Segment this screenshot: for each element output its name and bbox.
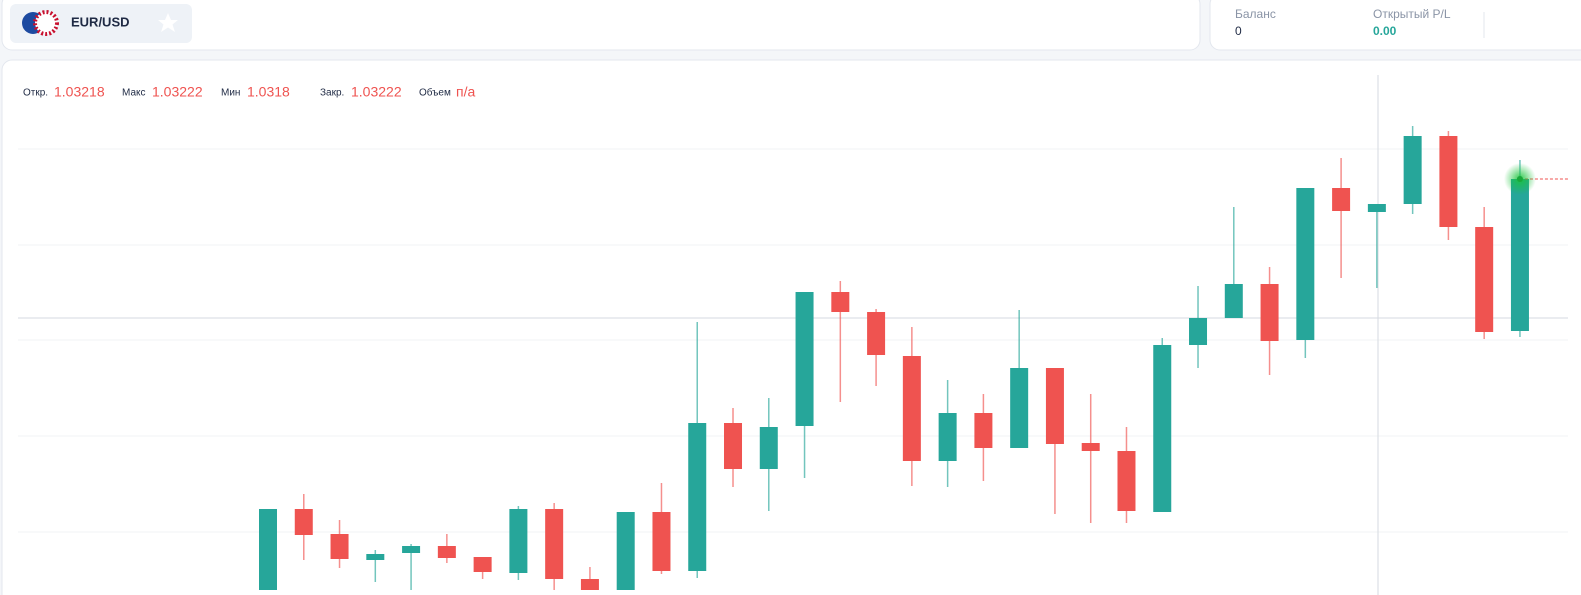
candle-body — [580, 579, 599, 590]
candle-body — [759, 427, 778, 469]
candle-body — [1475, 227, 1494, 332]
favorite-star[interactable] — [158, 13, 178, 32]
candle-body — [1510, 179, 1529, 331]
candle-body — [1260, 284, 1279, 341]
symbol: EUR/USD — [71, 14, 130, 29]
candle-body — [1224, 284, 1243, 318]
candle-body — [402, 546, 421, 553]
legend-value: 1.0318 — [247, 84, 290, 100]
candle-body — [1367, 204, 1386, 212]
legend-value: п/а — [456, 84, 475, 100]
candle-body — [724, 423, 743, 469]
legend-value: 1.03222 — [152, 84, 203, 100]
candle-body — [974, 413, 993, 448]
candle-body — [1439, 136, 1458, 227]
balance-label: Баланс — [1235, 7, 1276, 21]
candle-body — [509, 509, 528, 573]
candle-body — [473, 557, 492, 572]
us-flag — [33, 10, 59, 36]
chart-panel — [1, 59, 1581, 595]
candle-body — [902, 356, 921, 461]
candle-body — [867, 312, 886, 355]
top-bar — [1, 0, 1201, 51]
candle-body — [259, 509, 277, 590]
candle-body — [1045, 368, 1064, 444]
pl-label: Открытый P/L — [1373, 7, 1451, 21]
account-panel — [1209, 0, 1581, 51]
balance: 0 — [1235, 24, 1242, 38]
candle-body — [652, 512, 671, 571]
legend-label: Закр. — [320, 88, 344, 99]
candle-body — [831, 292, 850, 312]
candle-body — [1189, 318, 1208, 345]
candle-body — [795, 292, 814, 426]
candle-body — [330, 534, 349, 559]
legend-label: Макс — [122, 88, 146, 99]
candle-body — [1010, 368, 1029, 448]
candle-body — [616, 512, 635, 590]
candle-body — [1296, 188, 1315, 340]
legend-value: 1.03218 — [54, 84, 105, 100]
pl: 0.00 — [1373, 24, 1397, 38]
legend-label: Мин — [221, 88, 240, 99]
candle-body — [1117, 451, 1136, 511]
candle-body — [1332, 188, 1351, 211]
candle-body — [294, 509, 313, 535]
legend-label: Откр. — [23, 88, 48, 99]
candle-body — [1153, 345, 1172, 512]
symbol-chip[interactable] — [10, 4, 192, 43]
candle-body — [1403, 136, 1422, 204]
candle-body — [938, 413, 957, 461]
current-price-dot — [1516, 176, 1523, 182]
candle-body — [545, 509, 564, 579]
candle-body — [366, 554, 385, 560]
candle-body — [1081, 443, 1100, 451]
legend-value: 1.03222 — [351, 84, 402, 100]
candle-body — [688, 423, 707, 571]
candle-body — [437, 546, 456, 558]
legend-label: Объем — [419, 87, 451, 99]
